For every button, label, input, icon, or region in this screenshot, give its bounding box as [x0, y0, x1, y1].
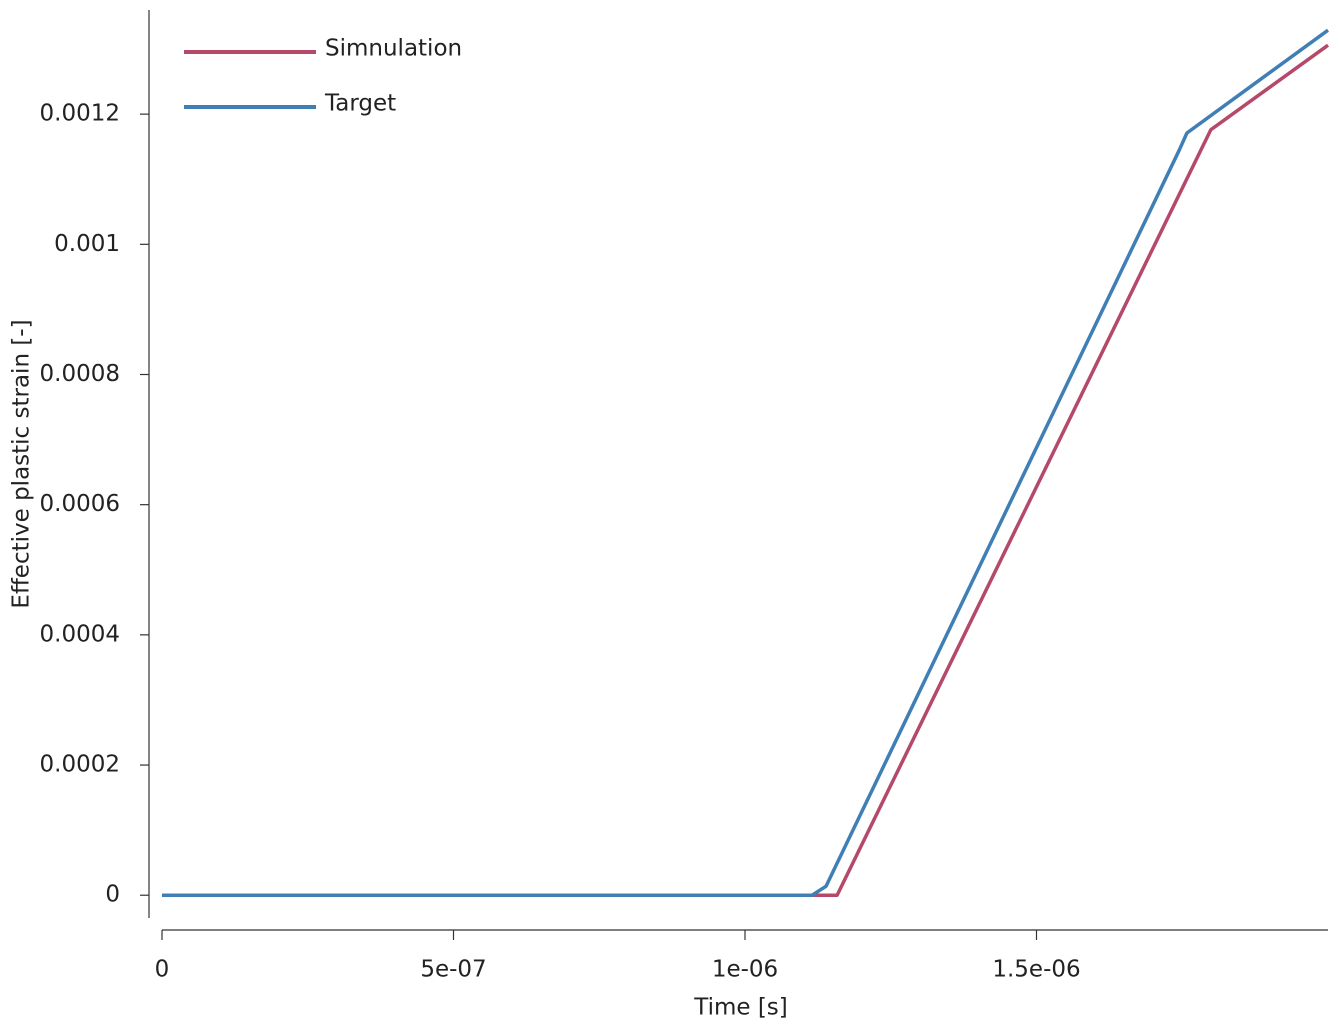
- legend-label: Simnulation: [325, 36, 462, 62]
- x-axis-label: Time [s]: [693, 995, 788, 1021]
- y-tick-label: 0.0004: [40, 621, 120, 647]
- y-axis-label: Effective plastic strain [-]: [9, 319, 35, 608]
- series-line: [162, 28, 1330, 897]
- y-tick-label: 0: [105, 882, 120, 908]
- y-tick-label: 0.0002: [40, 752, 120, 778]
- x-tick-label: 1e-06: [712, 957, 778, 983]
- legend-label: Target: [324, 91, 396, 117]
- x-tick-label: 5e-07: [420, 957, 486, 983]
- series-line: [162, 43, 1330, 897]
- y-tick-label: 0.0012: [40, 101, 120, 127]
- x-tick-label: 1.5e-06: [992, 957, 1080, 983]
- y-tick-label: 0.0008: [40, 361, 120, 387]
- y-tick-label: 0.001: [54, 231, 120, 257]
- y-tick-label: 0.0006: [40, 491, 120, 517]
- x-tick-label: 0: [155, 957, 170, 983]
